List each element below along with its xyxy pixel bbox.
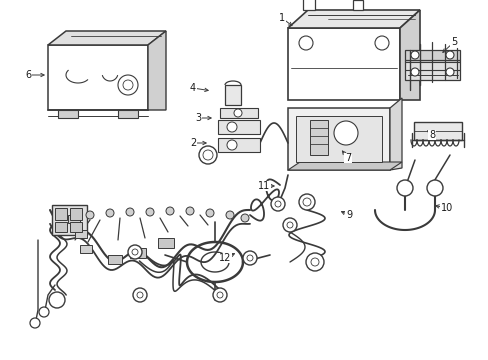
Circle shape — [226, 140, 237, 150]
Bar — [224, 85, 241, 105]
Circle shape — [241, 214, 248, 222]
Text: 12: 12 — [218, 253, 231, 263]
Polygon shape — [287, 10, 419, 28]
Circle shape — [374, 36, 388, 50]
Circle shape — [283, 218, 296, 232]
Circle shape — [333, 121, 357, 145]
Circle shape — [39, 307, 49, 317]
Polygon shape — [404, 50, 459, 60]
Circle shape — [49, 292, 65, 308]
Bar — [130, 248, 146, 258]
Circle shape — [128, 245, 142, 259]
Circle shape — [445, 51, 453, 59]
Polygon shape — [48, 45, 148, 110]
Circle shape — [286, 222, 292, 228]
Bar — [55, 208, 67, 220]
Text: 4: 4 — [189, 83, 196, 93]
Polygon shape — [399, 10, 419, 100]
Circle shape — [298, 194, 314, 210]
Bar — [218, 120, 260, 134]
Text: 9: 9 — [345, 210, 351, 220]
Bar — [220, 108, 258, 118]
Bar — [70, 222, 82, 232]
Text: 3: 3 — [195, 113, 201, 123]
Bar — [75, 230, 87, 238]
Circle shape — [132, 249, 138, 255]
Circle shape — [243, 251, 257, 265]
Circle shape — [118, 75, 138, 95]
Circle shape — [185, 207, 194, 215]
Polygon shape — [287, 162, 401, 170]
Bar — [58, 110, 78, 118]
Text: 6: 6 — [25, 70, 31, 80]
Circle shape — [234, 109, 242, 117]
Circle shape — [226, 122, 237, 132]
Text: 5: 5 — [450, 37, 456, 47]
Bar — [52, 205, 87, 235]
Circle shape — [303, 198, 310, 206]
Bar — [68, 215, 80, 223]
Circle shape — [146, 208, 154, 216]
Polygon shape — [287, 28, 399, 100]
Bar — [309, 120, 327, 155]
Text: 2: 2 — [189, 138, 196, 148]
Bar — [413, 122, 461, 140]
Circle shape — [213, 288, 226, 302]
Bar — [70, 208, 82, 220]
Circle shape — [199, 146, 217, 164]
Text: 1: 1 — [278, 13, 285, 23]
Bar — [295, 116, 381, 162]
Circle shape — [305, 253, 324, 271]
Circle shape — [126, 208, 134, 216]
Text: 7: 7 — [344, 153, 350, 163]
Polygon shape — [389, 98, 401, 170]
Bar — [108, 255, 122, 264]
Text: 8: 8 — [428, 130, 434, 140]
Bar — [218, 138, 260, 152]
Circle shape — [445, 68, 453, 76]
Circle shape — [410, 51, 418, 59]
Circle shape — [396, 180, 412, 196]
Circle shape — [410, 68, 418, 76]
Circle shape — [246, 255, 252, 261]
Circle shape — [165, 207, 174, 215]
Circle shape — [137, 292, 142, 298]
Circle shape — [30, 318, 40, 328]
Circle shape — [86, 211, 94, 219]
Bar — [55, 222, 67, 232]
Bar — [303, 0, 314, 10]
Circle shape — [225, 211, 234, 219]
Circle shape — [217, 292, 223, 298]
Circle shape — [106, 209, 114, 217]
Circle shape — [133, 288, 147, 302]
Polygon shape — [148, 31, 165, 110]
Polygon shape — [287, 108, 389, 170]
Polygon shape — [48, 31, 165, 45]
Bar — [352, 0, 362, 10]
Circle shape — [298, 36, 312, 50]
Polygon shape — [404, 60, 459, 80]
Circle shape — [203, 150, 213, 160]
Bar — [158, 238, 174, 248]
Circle shape — [426, 180, 442, 196]
Bar — [118, 110, 138, 118]
Circle shape — [123, 80, 133, 90]
Circle shape — [274, 201, 281, 207]
Circle shape — [310, 258, 318, 266]
Bar — [80, 245, 92, 253]
Circle shape — [205, 209, 214, 217]
Text: 10: 10 — [440, 203, 452, 213]
Text: 11: 11 — [257, 181, 269, 191]
Circle shape — [270, 197, 285, 211]
